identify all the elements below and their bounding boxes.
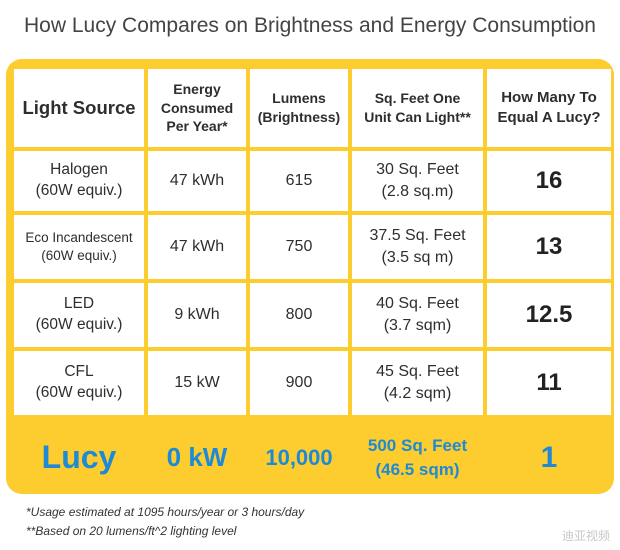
- row-led-source: LED (60W equiv.): [14, 283, 144, 347]
- row-cfl-sqft: 45 Sq. Feet (4.2 sqm): [352, 351, 483, 415]
- row-lucy-lumens: 10,000: [265, 445, 333, 471]
- footnotes: *Usage estimated at 1095 hours/year or 3…: [26, 503, 304, 540]
- comparison-table-frame: Light Source Energy Consumed Per Year* Lum…: [6, 59, 614, 494]
- row-cfl-energy: 15 kW: [148, 351, 246, 415]
- header-sqft: Sq. Feet One Unit Can Light**: [352, 69, 483, 147]
- comparison-table: Light Source Energy Consumed Per Year* Lum…: [14, 69, 611, 497]
- header-energy: Energy Consumed Per Year*: [148, 69, 246, 147]
- row-led-equal: 12.5: [487, 283, 611, 347]
- page-title: How Lucy Compares on Brightness and Ener…: [24, 14, 596, 37]
- row-cfl-source: CFL (60W equiv.): [14, 351, 144, 415]
- row-halogen-sqft: 30 Sq. Feet (2.8 sq.m): [352, 151, 483, 211]
- row-eco-incandescent-energy: 47 kWh: [148, 215, 246, 279]
- row-eco-incandescent-source: Eco Incandescent (60W equiv.): [14, 215, 144, 279]
- header-lumens: Lumens (Brightness): [250, 69, 348, 147]
- row-lucy-equal: 1: [540, 440, 558, 474]
- row-cfl-equal: 11: [487, 351, 611, 415]
- watermark: 迪亚视频: [561, 529, 610, 543]
- row-lucy-source: Lucy: [41, 439, 117, 476]
- row-lucy-energy: 0 kW: [166, 442, 228, 473]
- row-led-energy: 9 kWh: [148, 283, 246, 347]
- header-equal-lucy: How Many To Equal A Lucy?: [487, 69, 611, 147]
- row-led-lumens: 800: [250, 283, 348, 347]
- row-halogen-equal: 16: [487, 151, 611, 211]
- row-lucy-sqft: 500 Sq. Feet (46.5 sqm): [367, 436, 468, 479]
- row-eco-incandescent-lumens: 750: [250, 215, 348, 279]
- row-eco-incandescent-equal: 13: [487, 215, 611, 279]
- footnote-lumens-level: **Based on 20 lumens/ft^2 lighting level: [26, 523, 237, 538]
- row-cfl-lumens: 900: [250, 351, 348, 415]
- header-light-source: Light Source: [14, 69, 144, 147]
- row-halogen-lumens: 615: [250, 151, 348, 211]
- row-eco-incandescent-sqft: 37.5 Sq. Feet (3.5 sq m): [352, 215, 483, 279]
- row-led-sqft: 40 Sq. Feet (3.7 sqm): [352, 283, 483, 347]
- row-halogen-energy: 47 kWh: [148, 151, 246, 211]
- footnote-usage: *Usage estimated at 1095 hours/year or 3…: [26, 505, 305, 519]
- row-halogen-source: Halogen (60W equiv.): [14, 151, 144, 211]
